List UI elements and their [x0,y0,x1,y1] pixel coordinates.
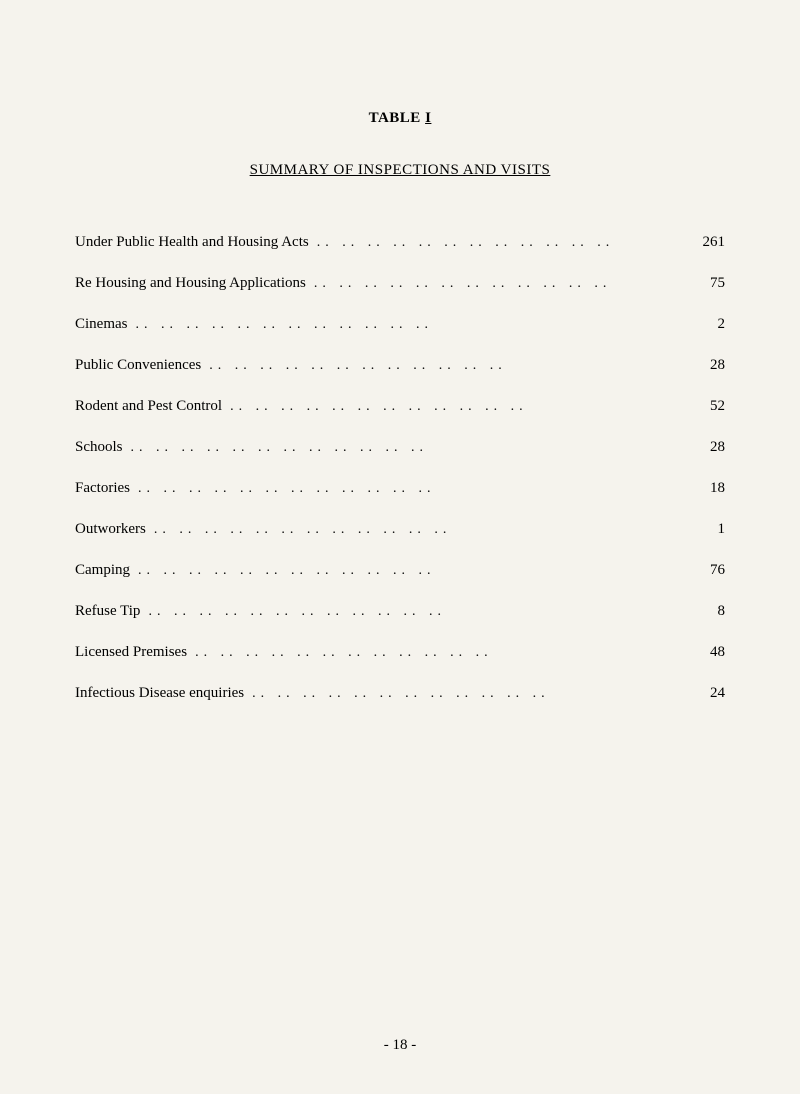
entry-label: Re Housing and Housing Applications [75,275,306,292]
entry-label: Refuse Tip [75,603,140,620]
list-item: Under Public Health and Housing Acts .. … [75,234,725,251]
entry-label: Public Conveniences [75,357,201,374]
entry-value: 52 [685,398,725,415]
entry-value: 18 [685,480,725,497]
list-item: Public Conveniences .. .. .. .. .. .. ..… [75,357,725,374]
entry-value: 75 [685,275,725,292]
entries-list: Under Public Health and Housing Acts .. … [75,234,725,702]
entry-label: Factories [75,480,130,497]
dot-leader: .. .. .. .. .. .. .. .. .. .. .. .. [252,686,677,702]
entry-label: Outworkers [75,521,146,538]
dot-leader: .. .. .. .. .. .. .. .. .. .. .. .. [136,317,678,333]
entry-label: Schools [75,439,123,456]
entry-label: Camping [75,562,130,579]
list-item: Rodent and Pest Control .. .. .. .. .. .… [75,398,725,415]
entry-value: 2 [685,316,725,333]
dot-leader: .. .. .. .. .. .. .. .. .. .. .. .. [138,563,677,579]
entry-value: 28 [685,357,725,374]
entry-label: Infectious Disease enquiries [75,685,244,702]
dot-leader: .. .. .. .. .. .. .. .. .. .. .. .. [209,358,677,374]
dot-leader: .. .. .. .. .. .. .. .. .. .. .. .. [317,235,677,251]
dot-leader: .. .. .. .. .. .. .. .. .. .. .. .. [131,440,677,456]
entry-label: Rodent and Pest Control [75,398,222,415]
section-title: SUMMARY OF INSPECTIONS AND VISITS [75,162,725,179]
table-title: TABLE I [75,110,725,127]
dot-leader: .. .. .. .. .. .. .. .. .. .. .. .. [230,399,677,415]
entry-label: Under Public Health and Housing Acts [75,234,309,251]
table-label: TABLE [369,110,421,126]
entry-value: 1 [685,521,725,538]
dot-leader: .. .. .. .. .. .. .. .. .. .. .. .. [314,276,677,292]
dot-leader: .. .. .. .. .. .. .. .. .. .. .. .. [195,645,677,661]
list-item: Camping .. .. .. .. .. .. .. .. .. .. ..… [75,562,725,579]
list-item: Refuse Tip .. .. .. .. .. .. .. .. .. ..… [75,603,725,620]
entry-label: Licensed Premises [75,644,187,661]
dot-leader: .. .. .. .. .. .. .. .. .. .. .. .. [148,604,677,620]
list-item: Schools .. .. .. .. .. .. .. .. .. .. ..… [75,439,725,456]
page-number: - 18 - [0,1037,800,1054]
entry-value: 261 [685,234,725,251]
entry-value: 28 [685,439,725,456]
entry-value: 76 [685,562,725,579]
entry-value: 24 [685,685,725,702]
list-item: Re Housing and Housing Applications .. .… [75,275,725,292]
entry-value: 48 [685,644,725,661]
list-item: Infectious Disease enquiries .. .. .. ..… [75,685,725,702]
dot-leader: .. .. .. .. .. .. .. .. .. .. .. .. [138,481,677,497]
list-item: Factories .. .. .. .. .. .. .. .. .. .. … [75,480,725,497]
entry-value: 8 [685,603,725,620]
list-item: Cinemas .. .. .. .. .. .. .. .. .. .. ..… [75,316,725,333]
table-number: I [425,110,431,126]
list-item: Licensed Premises .. .. .. .. .. .. .. .… [75,644,725,661]
dot-leader: .. .. .. .. .. .. .. .. .. .. .. .. [154,522,677,538]
list-item: Outworkers .. .. .. .. .. .. .. .. .. ..… [75,521,725,538]
entry-label: Cinemas [75,316,128,333]
